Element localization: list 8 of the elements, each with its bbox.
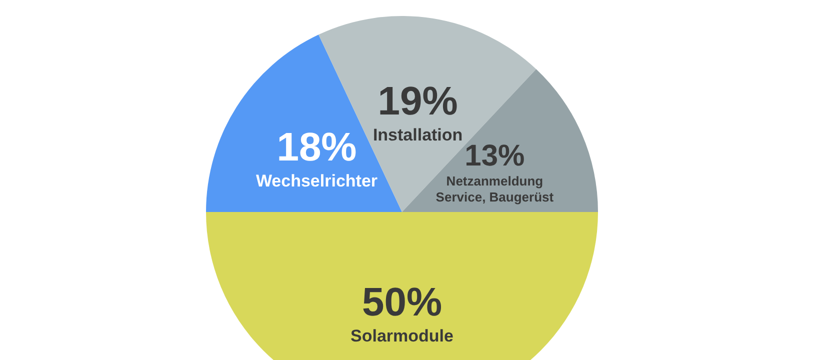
data-label: 13% <box>464 139 525 172</box>
data-label: 50% <box>362 280 442 324</box>
data-label: 19% <box>378 80 458 124</box>
slice-label: Wechselrichter <box>256 171 378 190</box>
slice-label: Solarmodule <box>350 326 454 346</box>
slice-label: Installation <box>372 126 463 145</box>
data-label: 18% <box>276 125 357 170</box>
slice-label: Netzanmeldung Service, Baugerüst <box>436 173 554 204</box>
